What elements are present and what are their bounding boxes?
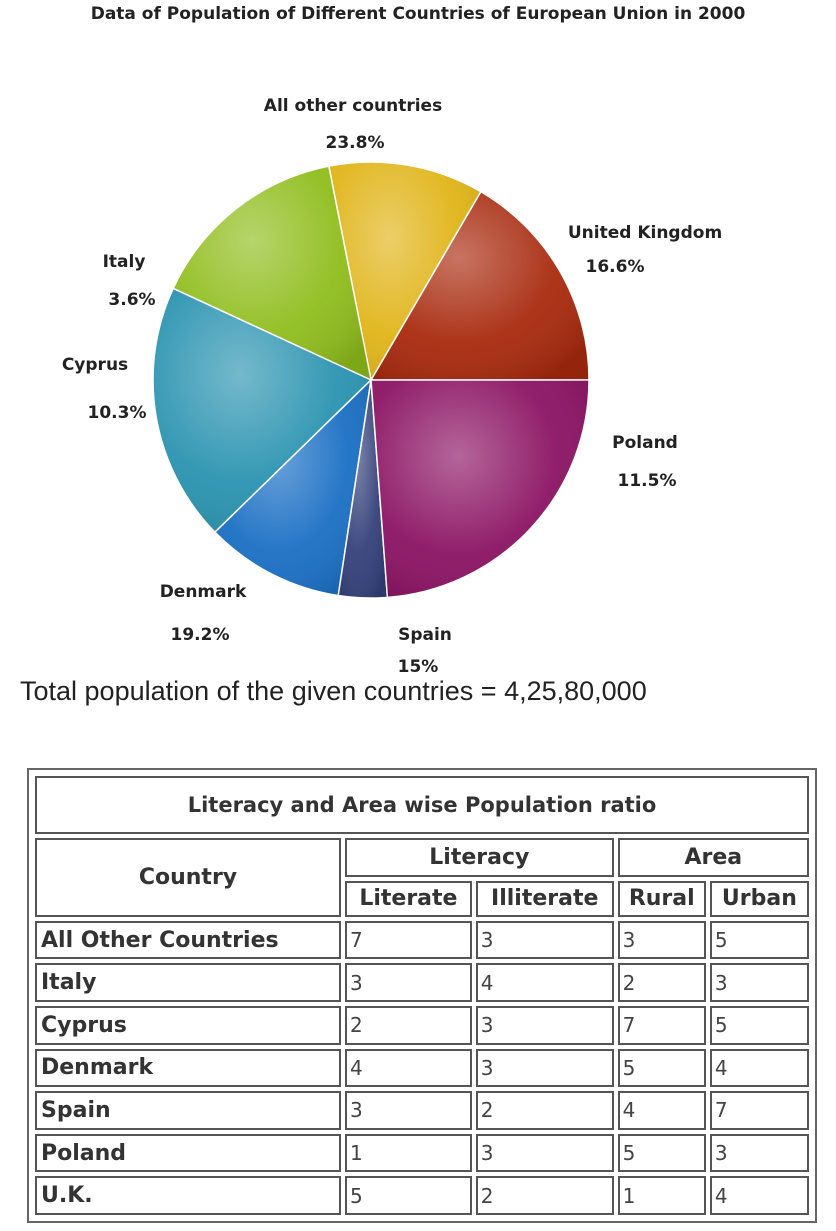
rural-value: 7: [617, 1005, 706, 1045]
literate-value: 3: [345, 1091, 472, 1130]
country-header: Country: [35, 838, 341, 917]
literacy-area-table: Literacy and Area wise Population ratio …: [31, 772, 813, 1219]
pie-slice-shading: [328, 161, 481, 380]
slice-percent-label: 16.6%: [586, 257, 645, 277]
pie-chart: United Kingdom 16.6% Poland 11.5% Spain 15% De…: [62, 96, 722, 677]
rural-value: 2: [617, 963, 706, 1002]
urban-value: 3: [709, 1133, 809, 1173]
literacy-header: Literacy: [345, 838, 614, 877]
rural-value: 4: [617, 1091, 706, 1130]
slice-name-label: Denmark: [160, 582, 247, 602]
slice-name-label: Spain: [398, 625, 452, 645]
total-population-text: Total population of the given countries …: [20, 676, 647, 706]
urban-value: 4: [709, 1048, 809, 1088]
chart-title: Data of Population of Different Countrie…: [90, 4, 746, 24]
literate-value: 7: [345, 920, 472, 960]
literate-header: Literate: [345, 880, 472, 917]
table-row: U.K. 5 2 1 4: [35, 1176, 809, 1215]
table-row: Spain 3 2 4 7: [35, 1091, 809, 1130]
illiterate-value: 4: [475, 963, 614, 1002]
literate-value: 4: [345, 1048, 472, 1088]
country-name: Cyprus: [35, 1005, 341, 1045]
urban-value: 3: [709, 963, 809, 1002]
rural-header: Rural: [617, 880, 706, 917]
urban-value: 5: [709, 920, 809, 960]
illiterate-value: 2: [475, 1176, 614, 1215]
literate-value: 2: [345, 1005, 472, 1045]
area-header: Area: [617, 838, 809, 877]
country-name: Poland: [35, 1133, 341, 1173]
country-name: Spain: [35, 1091, 341, 1130]
slice-percent-label: 19.2%: [171, 625, 230, 645]
slice-name-label: Poland: [612, 433, 678, 453]
illiterate-header: Illiterate: [475, 880, 614, 917]
urban-value: 7: [709, 1091, 809, 1130]
pie-slice-shading: [153, 288, 371, 533]
urban-value: 5: [709, 1005, 809, 1045]
illiterate-value: 3: [475, 1048, 614, 1088]
slice-percent-label: 3.6%: [108, 290, 155, 310]
literate-value: 5: [345, 1176, 472, 1215]
literate-value: 3: [345, 963, 472, 1002]
illiterate-value: 2: [475, 1091, 614, 1130]
table-caption: Literacy and Area wise Population ratio: [35, 776, 809, 834]
pie-slice-shading: [371, 380, 589, 598]
slice-name-label: Italy: [103, 252, 146, 272]
table-row: Cyprus 2 3 7 5: [35, 1005, 809, 1045]
urban-value: 4: [709, 1176, 809, 1215]
country-name: Denmark: [35, 1048, 341, 1088]
pie-slice-shading: [371, 191, 589, 380]
country-name: All Other Countries: [35, 920, 341, 960]
slice-name-label: United Kingdom: [568, 223, 722, 243]
slice-name-label: All other countries: [264, 96, 442, 116]
slice-percent-label: 23.8%: [326, 133, 385, 153]
rural-value: 3: [617, 920, 706, 960]
literate-value: 1: [345, 1133, 472, 1173]
table-row: Poland 1 3 5 3: [35, 1133, 809, 1173]
country-name: U.K.: [35, 1176, 341, 1215]
pie-rim: [152, 161, 590, 599]
country-name: Italy: [35, 963, 341, 1002]
illiterate-value: 3: [475, 1133, 614, 1173]
slice-percent-label: 10.3%: [88, 403, 147, 423]
slice-percent-label: 11.5%: [618, 471, 677, 491]
pie-slice-shading: [173, 166, 371, 380]
table-row: All Other Countries 7 3 3 5: [35, 920, 809, 960]
pie-slice-shading: [214, 380, 371, 596]
rural-value: 5: [617, 1048, 706, 1088]
rural-value: 1: [617, 1176, 706, 1215]
slice-percent-label: 15%: [398, 657, 439, 677]
slice-name-label: Cyprus: [62, 355, 128, 375]
table-row: Italy 3 4 2 3: [35, 963, 809, 1002]
urban-header: Urban: [709, 880, 809, 917]
rural-value: 5: [617, 1133, 706, 1173]
literacy-area-table-container: Literacy and Area wise Population ratio …: [27, 768, 817, 1223]
pie-slice-shading: [338, 380, 388, 599]
illiterate-value: 3: [475, 920, 614, 960]
table-row: Denmark 4 3 5 4: [35, 1048, 809, 1088]
illiterate-value: 3: [475, 1005, 614, 1045]
